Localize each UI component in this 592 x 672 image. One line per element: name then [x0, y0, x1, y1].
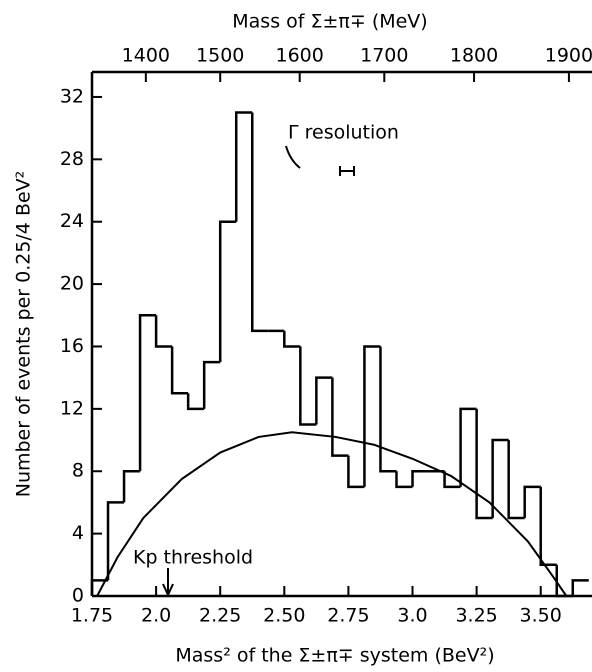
x2-tick-label: 1900	[545, 45, 592, 67]
x-tick-label: 3.0	[397, 605, 427, 627]
histogram-bin	[234, 111, 253, 222]
histogram-bin	[138, 314, 157, 472]
x2-tick-label: 1700	[360, 45, 408, 67]
histogram-bin	[202, 360, 221, 409]
x2-tick-label: 1600	[276, 45, 324, 67]
annotation: Kp threshold	[133, 547, 253, 569]
histogram-bin	[315, 376, 333, 425]
y-tick-label: 4	[72, 522, 84, 544]
y-tick-label: 24	[60, 210, 84, 232]
x-axis-title: Mass² of the Σ±π∓ system (BeV²)	[175, 645, 494, 667]
histogram-bin	[539, 486, 557, 567]
histogram-bin	[395, 471, 413, 489]
histogram-bin	[122, 469, 141, 503]
annotation-arrows	[162, 145, 355, 598]
x-tick-label: 2.75	[327, 605, 369, 627]
histogram-bin	[443, 471, 461, 489]
histogram-bin	[379, 346, 397, 473]
histogram-bin	[523, 485, 541, 519]
x-tick-label: 2.0	[141, 605, 171, 627]
histogram-bin	[475, 408, 493, 520]
histogram-bin	[186, 393, 205, 411]
histogram-bin	[283, 330, 301, 348]
histogram-bin	[507, 440, 525, 520]
annotation: Γ resolution	[288, 122, 399, 144]
histogram-bin	[331, 377, 349, 457]
histogram-bin	[363, 345, 381, 487]
histogram-bin	[251, 112, 269, 333]
histogram-bin	[411, 469, 429, 487]
histogram-bin	[170, 346, 189, 395]
histogram-bin	[106, 501, 125, 581]
histogram-bin	[347, 455, 365, 489]
y-tick-label: 28	[60, 148, 84, 170]
histogram-bin	[571, 579, 589, 596]
x-tick-label: 3.25	[455, 605, 497, 627]
y-tick-label: 12	[60, 397, 84, 419]
y-axis-title: Number of events per 0.25/4 BeV²	[13, 171, 35, 498]
histogram-bin	[491, 438, 509, 519]
histogram-bin	[218, 220, 237, 363]
histogram-bin	[459, 407, 477, 487]
histogram-bin	[299, 346, 317, 426]
histogram-bin	[154, 315, 173, 348]
y-tick-label: 8	[72, 460, 84, 482]
x-tick-label: 2.50	[263, 605, 305, 627]
x2-tick-label: 1500	[196, 45, 244, 67]
y-tick-label: 32	[60, 85, 84, 107]
y-tick-label: 20	[60, 273, 84, 295]
x2-tick-label: 1400	[122, 45, 170, 67]
phase-space-curve	[96, 431, 568, 597]
y-tick-label: 16	[60, 335, 84, 357]
arrow	[285, 145, 301, 169]
top-axis-title: Mass of Σ±π∓ (MeV)	[232, 11, 427, 33]
histogram-bin	[555, 564, 573, 598]
x-tick-label: 2.25	[199, 605, 241, 627]
histogram-bin	[90, 579, 109, 596]
x2-tick-label: 1800	[450, 45, 498, 67]
y-tick-label: 0	[72, 585, 84, 607]
x-tick-label: 3.50	[520, 605, 562, 627]
x-tick-label: 1.75	[71, 605, 113, 627]
